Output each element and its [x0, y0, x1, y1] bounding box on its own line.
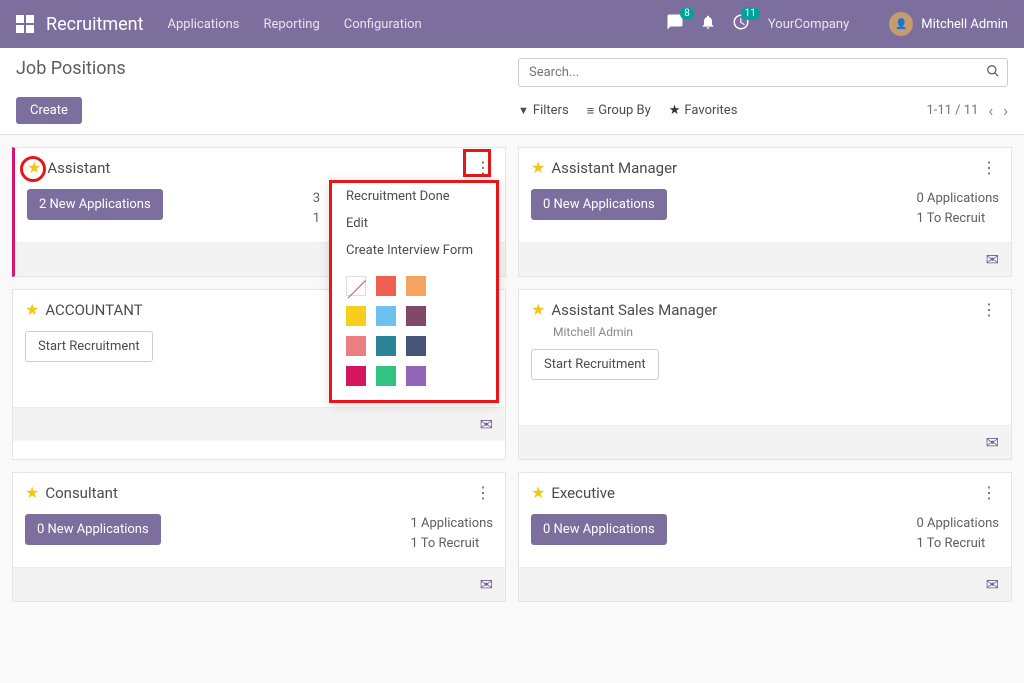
color-swatch[interactable] [346, 306, 366, 326]
avatar: 👤 [889, 12, 913, 36]
dropdown-item[interactable]: Recruitment Done [332, 183, 496, 210]
color-swatch[interactable] [346, 336, 366, 356]
start-recruitment-button[interactable]: Start Recruitment [25, 331, 153, 362]
activity-badge: 11 [741, 7, 760, 20]
top-nav: Recruitment Applications Reporting Confi… [0, 0, 1024, 48]
user-name: Mitchell Admin [921, 17, 1008, 32]
envelope-icon[interactable]: ✉ [480, 415, 493, 434]
dropdown-item[interactable]: Create Interview Form [332, 237, 496, 264]
apps-icon[interactable] [16, 15, 34, 33]
kebab-icon[interactable]: ⋮ [977, 300, 1001, 320]
card-title: Assistant [47, 159, 493, 177]
color-swatch[interactable] [346, 366, 366, 386]
card-title: Consultant [45, 484, 493, 502]
envelope-icon[interactable]: ✉ [986, 575, 999, 594]
start-recruitment-button[interactable]: Start Recruitment [531, 349, 659, 380]
color-swatch[interactable] [406, 366, 426, 386]
groupby-button[interactable]: ≡Group By [587, 103, 651, 119]
card-stats: 31 [313, 189, 320, 228]
color-swatch[interactable] [406, 306, 426, 326]
search-input[interactable] [518, 58, 1008, 87]
kanban-view: ★ Assistant 2 New Applications 31 ✉ ⋮ ★ Assista… [12, 147, 1012, 602]
kanban-dropdown: Recruitment DoneEditCreate Interview For… [329, 180, 499, 403]
color-swatch[interactable] [406, 336, 426, 356]
search-icon[interactable] [986, 64, 1000, 82]
color-swatch[interactable] [406, 276, 426, 296]
user-menu[interactable]: 👤 Mitchell Admin [889, 12, 1008, 36]
control-panel: Job Positions Create ▼Filters ≡Group By … [0, 48, 1024, 135]
kanban-card[interactable]: ★ Executive 0 New Applications 0 Applicatio… [518, 472, 1012, 602]
envelope-icon[interactable]: ✉ [986, 433, 999, 452]
pager-text: 1-11 / 11 [926, 103, 978, 118]
star-icon[interactable]: ★ [27, 158, 41, 177]
filters-button[interactable]: ▼Filters [518, 103, 569, 118]
new-applications-button[interactable]: 0 New Applications [531, 189, 667, 220]
activity-icon[interactable]: 11 [732, 13, 750, 35]
card-title: Assistant Sales Manager [551, 301, 999, 319]
card-title: Executive [551, 484, 999, 502]
envelope-icon[interactable]: ✉ [480, 575, 493, 594]
kanban-card[interactable]: ★ Assistant Manager 0 New Applications 0 Ap… [518, 147, 1012, 277]
nav-applications[interactable]: Applications [168, 17, 240, 32]
chat-badge: 8 [680, 7, 694, 20]
card-stats: 0 Applications1 To Recruit [876, 514, 999, 553]
pager-next[interactable]: › [1003, 101, 1008, 120]
envelope-icon[interactable]: ✉ [986, 250, 999, 269]
kanban-card[interactable]: ★ Assistant Sales Manager Mitchell Admin St… [518, 289, 1012, 460]
color-swatch[interactable] [376, 366, 396, 386]
new-applications-button[interactable]: 2 New Applications [27, 189, 163, 220]
star-icon[interactable]: ★ [531, 158, 545, 177]
favorites-button[interactable]: ★Favorites [669, 103, 738, 118]
star-icon[interactable]: ★ [531, 483, 545, 502]
chat-icon[interactable]: 8 [666, 13, 684, 35]
kebab-icon[interactable]: ⋮ [977, 483, 1001, 503]
color-swatch[interactable] [346, 276, 366, 296]
card-stats: 1 Applications1 To Recruit [370, 514, 493, 553]
card-title: Assistant Manager [551, 159, 999, 177]
company-switch[interactable]: YourCompany [768, 17, 849, 32]
kebab-icon[interactable]: ⋮ [471, 158, 495, 178]
color-swatch[interactable] [376, 306, 396, 326]
color-swatch[interactable] [376, 336, 396, 356]
app-brand[interactable]: Recruitment [46, 14, 144, 35]
card-stats: 0 Applications1 To Recruit [876, 189, 999, 228]
bell-icon[interactable] [700, 14, 716, 34]
create-button[interactable]: Create [16, 97, 82, 124]
kanban-card[interactable]: ★ Consultant 0 New Applications 1 Applicati… [12, 472, 506, 602]
dropdown-item[interactable]: Edit [332, 210, 496, 237]
kebab-icon[interactable]: ⋮ [471, 483, 495, 503]
star-icon[interactable]: ★ [531, 300, 545, 319]
nav-reporting[interactable]: Reporting [264, 17, 320, 32]
color-swatch[interactable] [376, 276, 396, 296]
page-title: Job Positions [16, 58, 512, 87]
new-applications-button[interactable]: 0 New Applications [531, 514, 667, 545]
kebab-icon[interactable]: ⋮ [977, 158, 1001, 178]
star-icon[interactable]: ★ [25, 300, 39, 319]
card-subtitle: Mitchell Admin [519, 325, 1011, 343]
new-applications-button[interactable]: 0 New Applications [25, 514, 161, 545]
star-icon[interactable]: ★ [25, 483, 39, 502]
nav-configuration[interactable]: Configuration [344, 17, 422, 32]
pager-prev[interactable]: ‹ [988, 101, 993, 120]
